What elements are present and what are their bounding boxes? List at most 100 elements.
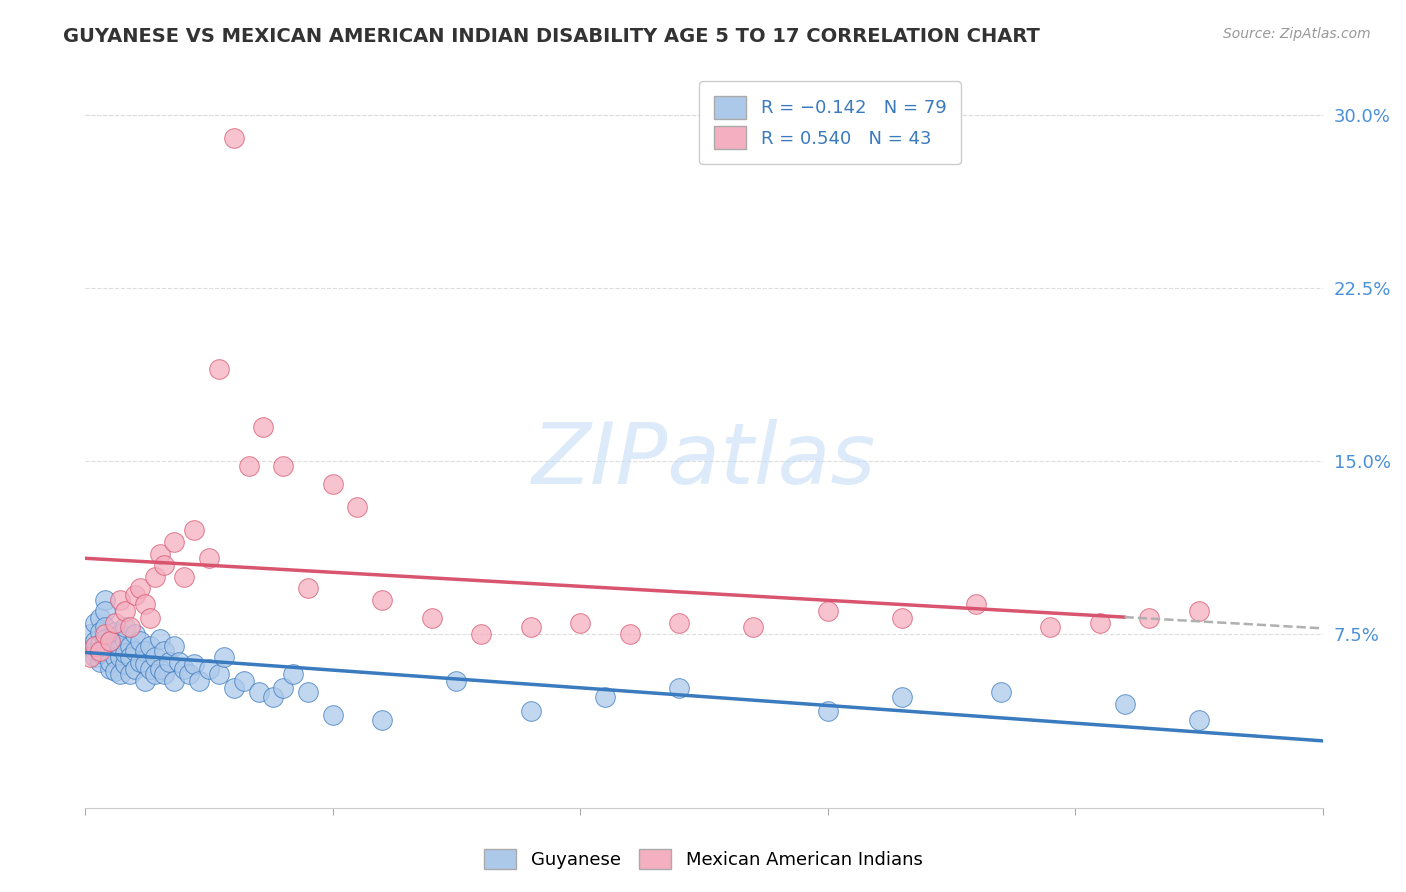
Point xyxy=(148,662,170,676)
Point xyxy=(114,620,136,634)
Point xyxy=(134,643,156,657)
Point xyxy=(619,627,641,641)
Point xyxy=(104,665,127,679)
Point xyxy=(128,655,150,669)
Point xyxy=(153,643,176,657)
Point xyxy=(346,500,368,515)
Point xyxy=(128,634,150,648)
Point xyxy=(104,615,127,630)
Point xyxy=(271,681,294,695)
Point xyxy=(322,477,344,491)
Point xyxy=(94,627,117,641)
Point xyxy=(84,615,107,630)
Legend: R = −0.142   N = 79, R = 0.540   N = 43: R = −0.142 N = 79, R = 0.540 N = 43 xyxy=(699,81,960,164)
Point xyxy=(114,646,136,660)
Text: GUYANESE VS MEXICAN AMERICAN INDIAN DISABILITY AGE 5 TO 17 CORRELATION CHART: GUYANESE VS MEXICAN AMERICAN INDIAN DISA… xyxy=(63,27,1040,45)
Point xyxy=(163,535,186,549)
Point xyxy=(108,666,131,681)
Point xyxy=(94,604,117,618)
Point xyxy=(134,657,156,672)
Point xyxy=(84,643,107,657)
Point xyxy=(98,634,121,648)
Point xyxy=(297,685,319,699)
Point xyxy=(1088,615,1111,630)
Point xyxy=(297,581,319,595)
Point xyxy=(222,681,245,695)
Point xyxy=(519,704,541,718)
Point xyxy=(169,655,191,669)
Point xyxy=(668,615,690,630)
Point xyxy=(208,361,231,376)
Point xyxy=(89,625,111,640)
Point xyxy=(108,627,131,641)
Point xyxy=(371,592,394,607)
Text: Source: ZipAtlas.com: Source: ZipAtlas.com xyxy=(1223,27,1371,41)
Point xyxy=(124,662,146,676)
Point xyxy=(89,611,111,625)
Point xyxy=(98,662,121,676)
Point xyxy=(990,685,1012,699)
Point xyxy=(108,592,131,607)
Point xyxy=(153,666,176,681)
Point xyxy=(84,650,107,665)
Point xyxy=(94,632,117,646)
Point xyxy=(108,650,131,665)
Point xyxy=(183,524,205,538)
Point xyxy=(163,673,186,688)
Point xyxy=(212,650,235,665)
Point xyxy=(108,641,131,656)
Point xyxy=(118,639,141,653)
Point xyxy=(742,620,765,634)
Point xyxy=(470,627,492,641)
Point xyxy=(262,690,284,704)
Point xyxy=(104,639,127,653)
Point xyxy=(128,581,150,595)
Point xyxy=(232,673,254,688)
Point xyxy=(134,598,156,612)
Point xyxy=(124,588,146,602)
Point xyxy=(98,643,121,657)
Point xyxy=(569,615,592,630)
Point xyxy=(222,130,245,145)
Point xyxy=(420,611,443,625)
Point xyxy=(890,611,912,625)
Point xyxy=(98,655,121,669)
Point xyxy=(371,713,394,727)
Point xyxy=(208,666,231,681)
Point xyxy=(179,666,201,681)
Point xyxy=(1039,620,1062,634)
Point xyxy=(173,569,195,583)
Point xyxy=(148,632,170,646)
Point xyxy=(134,673,156,688)
Point xyxy=(188,673,211,688)
Point xyxy=(817,604,839,618)
Point xyxy=(79,639,101,653)
Point xyxy=(89,655,111,669)
Point xyxy=(94,620,117,634)
Point xyxy=(118,666,141,681)
Point xyxy=(84,634,107,648)
Point xyxy=(138,639,160,653)
Point xyxy=(148,547,170,561)
Point xyxy=(1188,713,1211,727)
Point xyxy=(153,558,176,573)
Point xyxy=(163,639,186,653)
Point xyxy=(114,604,136,618)
Point xyxy=(238,458,260,473)
Point xyxy=(965,598,987,612)
Point xyxy=(198,662,221,676)
Point xyxy=(114,657,136,672)
Point xyxy=(143,650,166,665)
Point xyxy=(890,690,912,704)
Point xyxy=(283,666,305,681)
Point xyxy=(247,685,270,699)
Point xyxy=(79,650,101,665)
Point xyxy=(138,611,160,625)
Point xyxy=(446,673,468,688)
Point xyxy=(114,634,136,648)
Point xyxy=(138,662,160,676)
Point xyxy=(198,551,221,566)
Point xyxy=(143,569,166,583)
Point xyxy=(89,643,111,657)
Point xyxy=(98,634,121,648)
